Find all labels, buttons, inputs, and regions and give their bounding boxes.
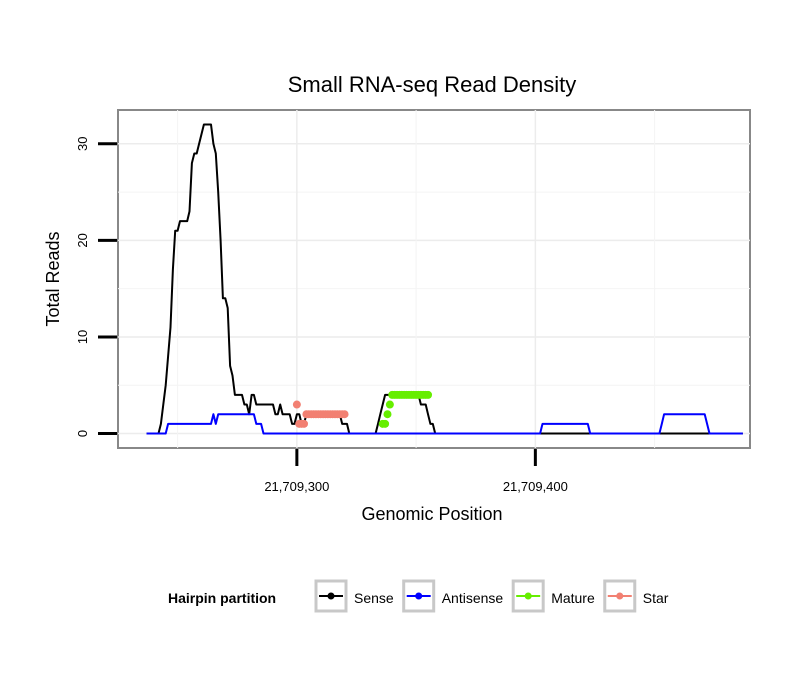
series-star-point [292, 400, 301, 409]
legend-item-antisense: Antisense [402, 579, 504, 613]
series-mature-point [385, 400, 394, 409]
series-mature-point [424, 390, 433, 399]
legend-key-point [415, 592, 423, 600]
legend-key-point [616, 592, 624, 600]
x-axis-title: Genomic Position [361, 504, 502, 524]
series-sense-line [146, 123, 743, 435]
series-antisense-line [146, 413, 743, 435]
y-tick-label: 20 [75, 233, 90, 247]
series-star-point [300, 419, 309, 428]
y-tick-label: 0 [75, 430, 90, 437]
series-layer [146, 123, 743, 435]
legend-key-point [524, 592, 532, 600]
legend-label-mature: Mature [551, 590, 595, 606]
series-mature-point [383, 410, 392, 419]
chart-title: Small RNA-seq Read Density [288, 72, 577, 97]
legend-label-sense: Sense [354, 590, 394, 606]
legend-item-sense: Sense [314, 579, 394, 613]
legend-item-mature: Mature [511, 579, 595, 613]
y-tick-label: 10 [75, 330, 90, 344]
legend-item-star: Star [603, 579, 669, 613]
y-axis-title: Total Reads [43, 231, 63, 326]
legend-key-point [327, 592, 335, 600]
legend-title: Hairpin partition [168, 590, 276, 606]
y-tick-label: 30 [75, 137, 90, 151]
series-mature-point [381, 419, 390, 428]
axes-layer: 0 10 20 30 21,709,300 21,709,400 [75, 137, 568, 494]
x-tick-label: 21,709,300 [264, 479, 329, 494]
series-star-point [340, 410, 349, 419]
legend-label-star: Star [643, 590, 669, 606]
x-tick-label: 21,709,400 [503, 479, 568, 494]
legend-label-antisense: Antisense [442, 590, 504, 606]
plot-panel [117, 109, 751, 449]
legend: Hairpin partition Sense Antisense Mature St… [168, 579, 669, 613]
